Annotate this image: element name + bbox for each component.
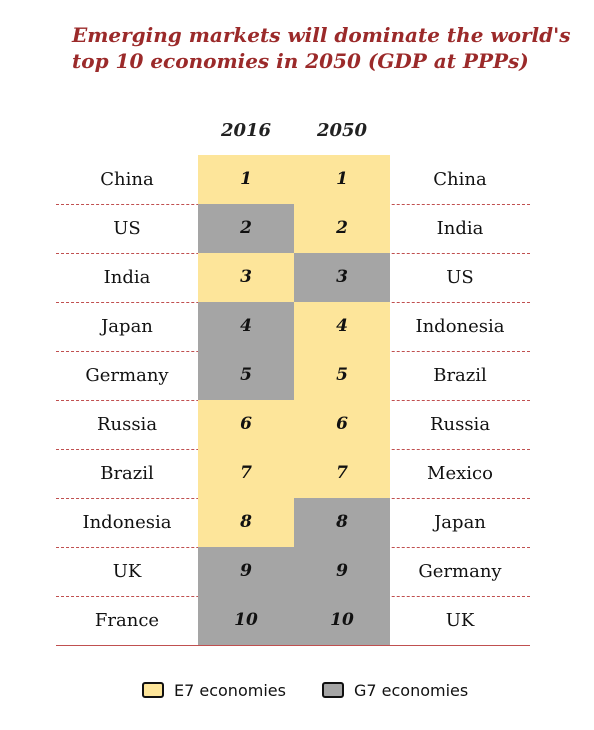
column-header-2050: 2050: [316, 120, 368, 141]
rank-cell-2050: 6: [294, 400, 390, 449]
country-2016: US: [113, 218, 141, 239]
rank-cell-2016: 2: [198, 204, 294, 253]
table-row: Japan 4 4 Indonesia: [56, 302, 530, 351]
country-2016: Japan: [101, 316, 153, 337]
table-row: Russia 6 6 Russia: [56, 400, 530, 449]
country-2016: Germany: [85, 365, 169, 386]
rank-cell-2050: 9: [294, 547, 390, 596]
country-2050: US: [446, 267, 474, 288]
table-row: US 2 2 India: [56, 204, 530, 253]
country-2016: China: [100, 169, 154, 190]
rank-cell-2016: 9: [198, 547, 294, 596]
rank-cell-2050: 2: [294, 204, 390, 253]
rank-cell-2016: 7: [198, 449, 294, 498]
rank-cell-2050: 7: [294, 449, 390, 498]
row-divider: [56, 645, 530, 646]
country-2050: Mexico: [427, 463, 493, 484]
country-2016: France: [94, 610, 160, 631]
country-2050: Japan: [434, 512, 486, 533]
rank-cell-2016: 3: [198, 253, 294, 302]
legend: E7 economies G7 economies: [0, 680, 594, 704]
country-2050: China: [433, 169, 487, 190]
table-row: Germany 5 5 Brazil: [56, 351, 530, 400]
country-2050: Russia: [429, 414, 491, 435]
country-2050: India: [436, 218, 484, 239]
rank-cell-2016: 1: [198, 155, 294, 204]
country-2016: India: [103, 267, 151, 288]
table-row: Brazil 7 7 Mexico: [56, 449, 530, 498]
table-row: India 3 3 US: [56, 253, 530, 302]
country-2016: UK: [112, 561, 142, 582]
ranking-table: China 1 1 China US 2 2 India India 3 3 US Japan 4 4 Ind…: [56, 155, 530, 646]
rank-cell-2050: 10: [294, 596, 390, 645]
country-2016: Indonesia: [82, 512, 172, 533]
rank-cell-2016: 4: [198, 302, 294, 351]
rank-cell-2016: 6: [198, 400, 294, 449]
rank-cell-2050: 5: [294, 351, 390, 400]
country-2050: Brazil: [433, 365, 487, 386]
chart-title: Emerging markets will dominate the world…: [72, 23, 571, 73]
legend-label-e7: E7 economies: [174, 681, 286, 700]
rank-cell-2016: 10: [198, 596, 294, 645]
table-row: Indonesia 8 8 Japan: [56, 498, 530, 547]
rank-cell-2016: 8: [198, 498, 294, 547]
rank-cell-2050: 8: [294, 498, 390, 547]
country-2016: Brazil: [100, 463, 154, 484]
legend-swatch-e7: [142, 682, 164, 698]
column-header-2016: 2016: [220, 120, 272, 141]
table-row: France 10 10 UK: [56, 596, 530, 645]
legend-swatch-g7: [322, 682, 344, 698]
country-2050: UK: [445, 610, 475, 631]
rank-cell-2050: 4: [294, 302, 390, 351]
table-row: UK 9 9 Germany: [56, 547, 530, 596]
rank-cell-2016: 5: [198, 351, 294, 400]
table-row: China 1 1 China: [56, 155, 530, 204]
country-2016: Russia: [96, 414, 158, 435]
rank-cell-2050: 1: [294, 155, 390, 204]
legend-label-g7: G7 economies: [354, 681, 469, 700]
rank-cell-2050: 3: [294, 253, 390, 302]
country-2050: Indonesia: [415, 316, 505, 337]
country-2050: Germany: [418, 561, 502, 582]
